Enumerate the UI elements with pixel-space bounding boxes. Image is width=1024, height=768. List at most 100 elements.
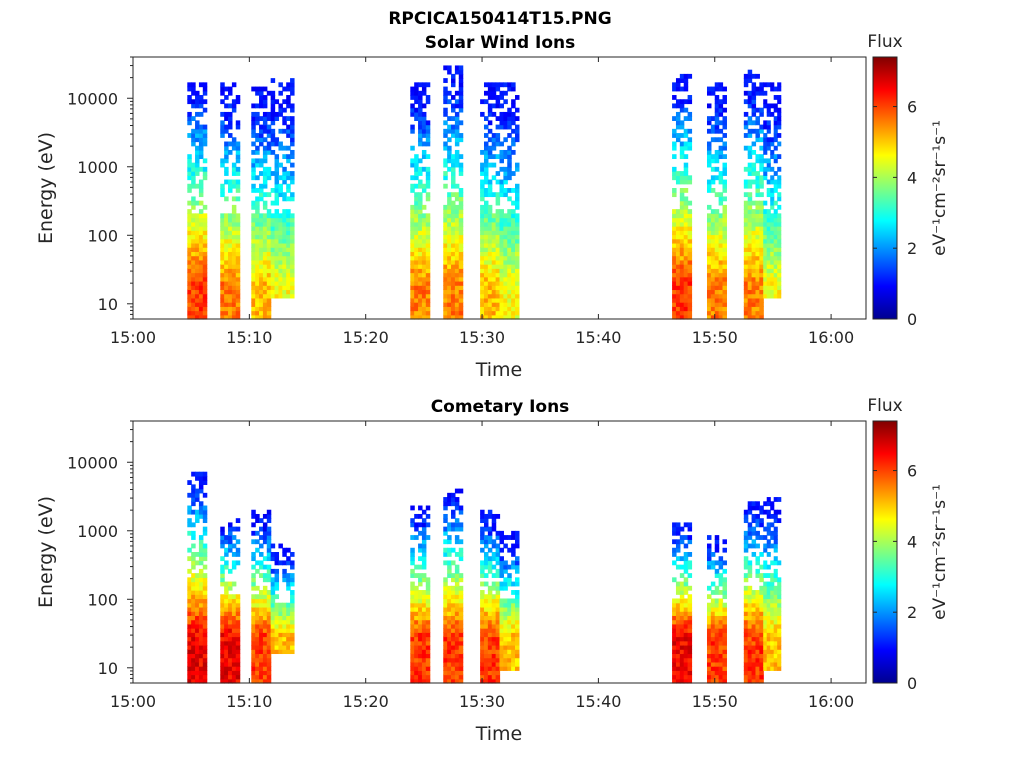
spectrogram-cell xyxy=(458,69,464,75)
spectrogram-cell xyxy=(458,306,464,312)
spectrogram-cell xyxy=(773,598,778,604)
spectrogram-cell xyxy=(418,594,423,600)
spectrogram-cell xyxy=(759,221,764,227)
spectrogram-cell xyxy=(278,90,283,96)
spectrogram-cell xyxy=(722,632,727,638)
spectrogram-cell xyxy=(282,251,287,257)
spectrogram-cell xyxy=(414,602,419,608)
spectrogram-cell xyxy=(770,573,775,578)
spectrogram-cell xyxy=(503,124,508,130)
spectrogram-cell xyxy=(722,145,727,151)
spectrogram-cell xyxy=(679,526,685,532)
spectrogram-cell xyxy=(718,289,724,295)
spectrogram-cell xyxy=(747,242,753,248)
spectrogram-cell xyxy=(270,598,276,604)
spectrogram-cell xyxy=(454,615,460,621)
spectrogram-cell xyxy=(773,556,778,562)
spectrogram-cell xyxy=(220,128,225,134)
spectrogram-cell xyxy=(766,594,771,600)
spectrogram-cell xyxy=(282,259,287,265)
spectrogram-cell xyxy=(418,543,423,549)
spectrogram-cell xyxy=(722,314,727,320)
spectrogram-cell xyxy=(499,615,504,621)
spectrogram-cell xyxy=(195,640,200,646)
spectrogram-cell xyxy=(191,314,196,320)
spectrogram-cell xyxy=(251,120,256,126)
spectrogram-cell xyxy=(483,602,489,608)
spectrogram-cell xyxy=(499,192,504,198)
spectrogram-cell xyxy=(675,585,681,591)
spectrogram-cell xyxy=(491,297,497,303)
spectrogram-cell xyxy=(425,293,431,299)
spectrogram-cell xyxy=(414,302,419,307)
spectrogram-cell xyxy=(714,547,720,553)
spectrogram-cell xyxy=(187,581,192,587)
spectrogram-cell xyxy=(458,674,464,680)
spectrogram-cell xyxy=(191,204,196,210)
spectrogram-cell xyxy=(763,133,768,138)
spectrogram-cell xyxy=(675,649,681,655)
spectrogram-cell xyxy=(480,611,485,616)
spectrogram-cell xyxy=(672,86,677,92)
spectrogram-cell xyxy=(722,141,727,147)
spectrogram-cell xyxy=(515,188,520,193)
spectrogram-cell xyxy=(503,644,508,650)
spectrogram-cell xyxy=(454,488,460,494)
spectrogram-cell xyxy=(675,661,681,667)
spectrogram-cell xyxy=(487,259,493,265)
spectrogram-cell xyxy=(458,188,464,193)
spectrogram-cell xyxy=(278,272,283,278)
spectrogram-cell xyxy=(255,285,260,291)
spectrogram-cell xyxy=(259,124,264,130)
spectrogram-cell xyxy=(747,302,753,307)
spectrogram-cell xyxy=(421,628,427,633)
spectrogram-cell xyxy=(491,95,497,100)
spectrogram-cell xyxy=(515,577,520,583)
spectrogram-cell xyxy=(499,285,504,291)
spectrogram-cell xyxy=(220,230,225,236)
spectrogram-cell xyxy=(414,306,419,312)
spectrogram-cell xyxy=(718,171,724,176)
spectrogram-cell xyxy=(251,674,256,680)
spectrogram-cell xyxy=(255,204,260,210)
spectrogram-cell xyxy=(672,213,677,219)
spectrogram-cell xyxy=(718,145,724,151)
spectrogram-cell xyxy=(722,670,727,676)
spectrogram-cell xyxy=(235,268,241,274)
spectrogram-cell xyxy=(195,492,200,498)
spectrogram-cell xyxy=(679,107,685,113)
spectrogram-cell xyxy=(447,590,452,595)
spectrogram-cell xyxy=(747,69,753,75)
spectrogram-cell xyxy=(251,522,256,528)
spectrogram-cell xyxy=(675,137,681,143)
spectrogram-cell xyxy=(410,666,415,671)
spectrogram-cell xyxy=(262,280,268,286)
spectrogram-cell xyxy=(202,577,208,583)
spectrogram-cell xyxy=(770,661,775,667)
spectrogram-cell xyxy=(777,636,782,642)
spectrogram-cell xyxy=(187,577,192,583)
spectrogram-cell xyxy=(425,657,431,663)
spectrogram-cell xyxy=(491,657,497,663)
spectrogram-cell xyxy=(274,623,280,629)
spectrogram-cell xyxy=(220,272,225,278)
spectrogram-cell xyxy=(418,606,423,612)
spectrogram-cell xyxy=(425,628,431,633)
spectrogram-cell xyxy=(198,200,204,206)
spectrogram-cell xyxy=(743,90,749,96)
spectrogram-cell xyxy=(770,166,775,172)
spectrogram-cell xyxy=(675,230,681,236)
spectrogram-cell xyxy=(706,90,712,96)
spectrogram-cell xyxy=(410,297,415,303)
spectrogram-cell xyxy=(286,259,291,265)
spectrogram-cell xyxy=(714,230,720,236)
spectrogram-cell xyxy=(759,678,764,684)
spectrogram-cell xyxy=(191,272,196,278)
spectrogram-cell xyxy=(451,162,456,168)
spectrogram-cell xyxy=(499,238,504,244)
spectrogram-cell xyxy=(759,644,764,650)
spectrogram-cell xyxy=(507,573,512,578)
spectrogram-cell xyxy=(224,171,229,176)
spectrogram-cell xyxy=(220,293,225,299)
spectrogram-cell xyxy=(202,475,208,481)
